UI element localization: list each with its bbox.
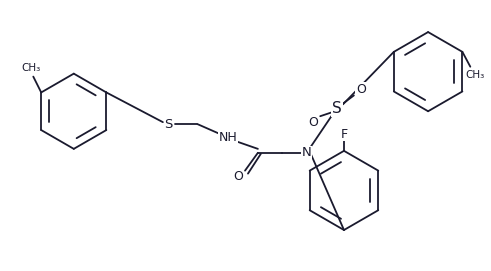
Text: N: N — [301, 146, 311, 159]
Text: NH: NH — [219, 131, 238, 144]
Text: F: F — [340, 128, 348, 141]
Text: O: O — [308, 116, 318, 129]
Text: CH₃: CH₃ — [22, 63, 41, 73]
Text: O: O — [233, 170, 243, 183]
Text: S: S — [332, 101, 342, 116]
Text: S: S — [164, 118, 173, 131]
Text: CH₃: CH₃ — [465, 70, 485, 80]
Text: O: O — [356, 83, 366, 96]
